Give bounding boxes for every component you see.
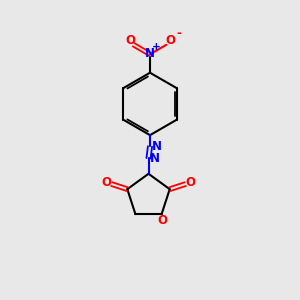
Text: O: O xyxy=(101,176,111,189)
Text: N: N xyxy=(145,46,155,60)
Text: N: N xyxy=(150,152,160,165)
Text: O: O xyxy=(186,176,196,189)
Text: N: N xyxy=(152,140,161,153)
Text: O: O xyxy=(125,34,135,47)
Text: O: O xyxy=(165,34,175,47)
Text: +: + xyxy=(152,42,161,52)
Text: O: O xyxy=(157,214,167,227)
Text: -: - xyxy=(176,27,181,40)
